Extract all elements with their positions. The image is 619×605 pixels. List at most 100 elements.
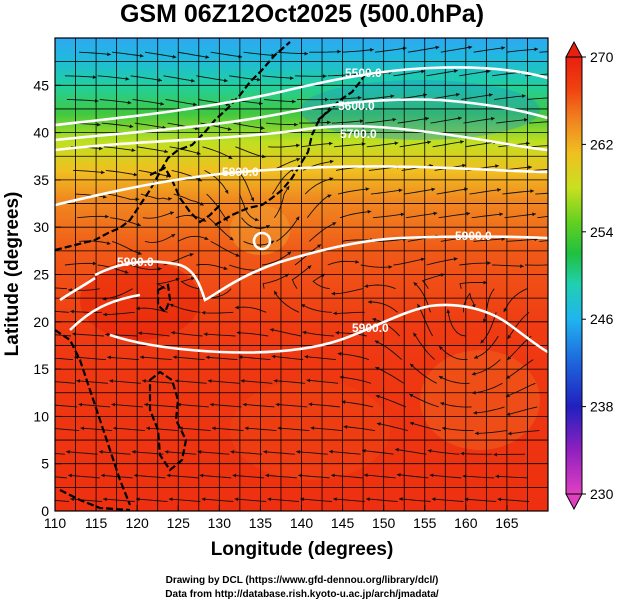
streamline: [337, 353, 370, 361]
streamline: [473, 335, 499, 359]
streamline-arrow: [244, 426, 249, 431]
streamline: [342, 49, 374, 53]
hokkaido-coastline: [317, 69, 369, 121]
contour-label: 5600.0: [338, 99, 375, 113]
streamline: [436, 188, 469, 195]
colorbar-tick-label: 262: [590, 136, 614, 152]
streamline-arrow: [102, 194, 107, 199]
contour-line-5900-south: [109, 303, 548, 354]
streamline: [76, 380, 109, 384]
streamline: [111, 240, 142, 255]
streamline: [55, 428, 80, 432]
streamline-arrow: [133, 473, 138, 478]
streamline-arrow: [164, 149, 169, 154]
streamline: [304, 355, 337, 361]
streamline-arrow: [157, 267, 162, 271]
streamline-arrow: [483, 280, 488, 285]
streamline-arrow: [374, 340, 379, 345]
korea-coastline: [149, 166, 221, 224]
streamline-arrow: [68, 288, 72, 292]
streamline-arrow: [137, 251, 142, 255]
streamline-arrow: [105, 214, 109, 219]
streamline-arrow: [310, 426, 315, 431]
contour-label: 5700.0: [340, 127, 377, 141]
streamline: [331, 474, 363, 479]
x-tick-label: 125: [167, 515, 191, 531]
streamline: [539, 240, 548, 242]
streamline-arrow: [203, 332, 208, 337]
streamline-arrow: [263, 450, 268, 454]
typhoon-center-contour: [252, 231, 272, 251]
streamline-arrow: [254, 217, 259, 222]
streamline: [179, 427, 211, 432]
streamline-arrow: [453, 69, 458, 73]
streamline-arrow: [140, 355, 144, 360]
streamline: [232, 474, 265, 479]
contour-line-5900-west: [59, 276, 141, 331]
streamline: [236, 332, 269, 337]
streamline-arrow: [501, 237, 506, 241]
streamline: [113, 427, 146, 432]
streamline-arrow: [472, 304, 476, 308]
streamline-arrow: [528, 165, 532, 170]
contour-label: 5900.0: [117, 255, 154, 269]
x-tick-label: 135: [249, 515, 273, 531]
streamline: [174, 380, 207, 384]
streamline-arrow: [466, 211, 471, 216]
streamline-arrow: [524, 117, 528, 122]
streamline: [299, 121, 331, 124]
streamline-arrow: [169, 303, 174, 308]
streamline-arrow: [561, 167, 565, 171]
streamline: [98, 451, 131, 455]
streamline: [262, 75, 294, 79]
streamline: [364, 474, 396, 479]
streamline-arrow: [265, 473, 270, 478]
streamline-arrow: [429, 473, 434, 478]
streamline: [55, 452, 65, 455]
streamline-arrow: [458, 116, 462, 121]
streamline: [239, 193, 259, 221]
streamline: [431, 498, 464, 502]
streamline: [73, 169, 105, 174]
streamline-arrow: [460, 451, 465, 456]
streamline: [526, 97, 548, 100]
x-tick-label: 160: [454, 515, 478, 531]
streamline: [264, 99, 296, 103]
streamline-arrow: [70, 497, 74, 502]
colorbar-scale: [565, 56, 583, 495]
streamline-arrow: [238, 355, 243, 360]
streamline: [459, 262, 491, 266]
streamline-arrow: [235, 253, 240, 257]
y-axis-ticks: 0 5 10 15 20 25 30 35 40 45: [33, 77, 61, 519]
streamline: [372, 213, 405, 219]
streamline: [329, 450, 361, 455]
streamline: [333, 498, 365, 502]
streamline-arrow: [534, 47, 539, 52]
streamline: [459, 281, 488, 289]
streamline-arrow: [409, 421, 414, 426]
streamline-arrow: [125, 76, 130, 81]
streamline-arrow: [204, 236, 209, 241]
streamline: [421, 273, 445, 289]
streamline-arrow: [212, 426, 216, 431]
streamline: [267, 498, 300, 502]
streamline: [55, 476, 67, 479]
streamline: [229, 75, 261, 81]
streamline-arrow: [503, 308, 508, 313]
streamline-arrow: [375, 394, 380, 399]
streamline-arrow: [413, 332, 417, 337]
streamline-arrow: [507, 334, 512, 339]
streamline-arrow: [532, 212, 536, 217]
streamline-arrow: [270, 328, 274, 332]
streamline: [77, 215, 109, 219]
x-tick-label: 115: [85, 515, 108, 531]
streamline: [238, 356, 271, 361]
streamline-arrow: [367, 209, 372, 214]
streamline: [208, 217, 234, 241]
streamline-arrow: [501, 46, 506, 50]
streamline: [403, 188, 436, 195]
streamline-arrow: [361, 142, 366, 146]
streamline: [308, 403, 341, 408]
streamline: [229, 264, 261, 271]
streamline: [165, 99, 197, 106]
